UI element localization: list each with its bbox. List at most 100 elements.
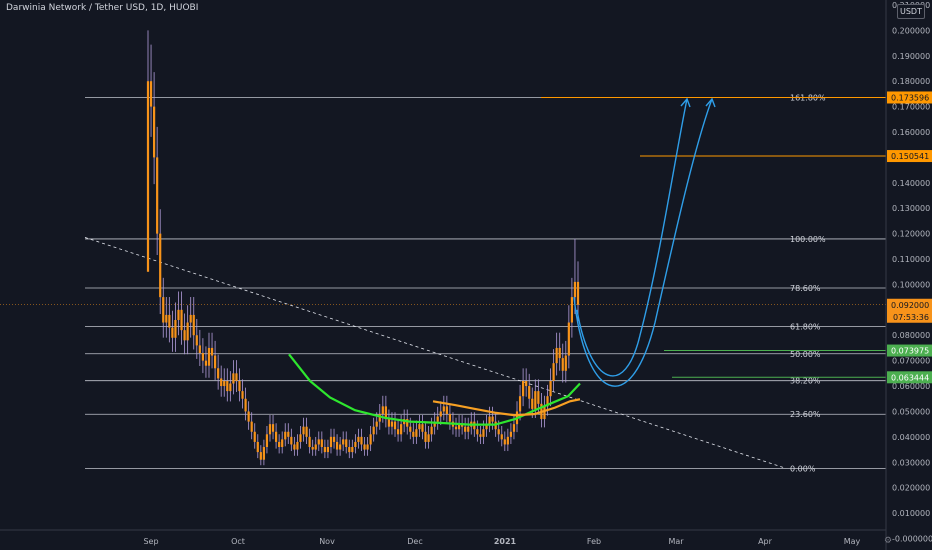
candle-body	[430, 426, 433, 435]
candle-body	[342, 439, 345, 445]
candles	[146, 30, 580, 466]
candle-body	[546, 396, 549, 407]
candle-body	[375, 421, 378, 427]
candle-body	[476, 429, 479, 435]
y-tick-label: 0.020000	[892, 484, 930, 493]
candle-body	[518, 396, 522, 412]
candle-body	[488, 416, 491, 425]
y-tick-label: 0.180000	[892, 77, 930, 86]
price-level-tag: 0.173596	[891, 93, 929, 102]
candle-body	[259, 452, 262, 460]
candle-body	[412, 431, 415, 437]
candle-body	[323, 447, 326, 453]
fib-level-label: 0.00%	[790, 464, 816, 473]
candle-body	[549, 380, 552, 397]
candle-body	[345, 439, 348, 448]
y-tick-label: 0.160000	[892, 128, 930, 137]
price-level-tag-bg	[887, 344, 932, 357]
candle-body	[262, 447, 265, 460]
fib-level-label: 100.00%	[790, 235, 826, 244]
candle-body	[256, 441, 259, 453]
candle-body	[329, 436, 333, 448]
x-tick-label: Oct	[231, 537, 245, 546]
y-tick-label: 0.200000	[892, 26, 930, 35]
candle-body	[156, 157, 159, 234]
candle-body	[558, 347, 561, 359]
candle-body	[253, 431, 256, 442]
trend-lines	[84, 237, 787, 469]
price-level-tag-bg	[887, 91, 932, 104]
candle-body	[390, 421, 394, 427]
price-level-tag: 0.073975	[891, 347, 929, 356]
candle-body	[561, 358, 564, 371]
candle-body	[415, 429, 418, 437]
candle-body	[195, 335, 198, 346]
candle-body	[281, 439, 284, 448]
candle-body	[229, 383, 232, 392]
candle-body	[198, 345, 201, 354]
price-level-tag-bg	[887, 371, 932, 384]
candle-body	[497, 429, 500, 435]
candle-body	[223, 380, 226, 387]
x-tick-label: 2021	[494, 537, 517, 546]
candle-body	[210, 347, 214, 356]
y-tick-label: 0.050000	[892, 407, 930, 416]
candle-body	[305, 426, 308, 437]
fib-level-label: 50.00%	[790, 350, 821, 359]
y-tick-label: 0.100000	[892, 280, 930, 289]
candle-body	[506, 436, 509, 445]
candle-body	[442, 406, 445, 412]
candle-body	[427, 434, 430, 442]
candle-body	[299, 434, 302, 442]
candle-body	[189, 314, 192, 323]
projection-arrow-2	[573, 98, 713, 387]
price-axis: 0.2100000.2000000.1900000.1800000.170000…	[892, 1, 932, 543]
candle-body	[317, 439, 320, 445]
ma-orange-line	[432, 398, 581, 417]
candle-body	[424, 431, 427, 442]
candle-body	[162, 297, 165, 323]
candle-body	[454, 426, 458, 430]
candle-body	[543, 406, 546, 420]
candle-body	[152, 106, 156, 158]
candle-body	[244, 398, 247, 412]
candle-body	[241, 391, 244, 399]
candle-body	[509, 431, 513, 437]
y-tick-label: 0.040000	[892, 433, 930, 442]
candle-body	[293, 444, 296, 450]
ma-green-line	[288, 353, 581, 426]
candle-body	[354, 441, 357, 448]
candle-body	[445, 406, 448, 414]
candle-body	[522, 380, 525, 397]
y-tick-label: -0.000000	[892, 534, 932, 543]
candle-body	[186, 322, 189, 341]
y-tick-label: 0.010000	[892, 509, 930, 518]
candle-body	[326, 447, 330, 453]
candle-body	[348, 447, 351, 453]
y-tick-label: 0.130000	[892, 204, 930, 213]
projection-arrows	[573, 97, 716, 387]
fib-level-label: 23.60%	[790, 410, 821, 419]
candle-body	[171, 327, 174, 338]
moving-averages	[288, 353, 581, 426]
x-tick-label: Sep	[143, 537, 158, 546]
candle-body	[207, 347, 211, 366]
candle-body	[265, 434, 269, 448]
x-tick-label: May	[844, 537, 861, 546]
candle-body	[284, 431, 287, 440]
candle-body	[235, 373, 238, 381]
candle-body	[271, 424, 275, 432]
candle-body	[320, 439, 323, 448]
candle-body	[183, 330, 186, 341]
candle-body	[168, 314, 171, 328]
x-tick-label: Apr	[758, 537, 773, 546]
y-tick-label: 0.080000	[892, 331, 930, 340]
currency-button[interactable]: USDT	[897, 4, 925, 19]
candle-body	[226, 380, 229, 392]
candle-body	[433, 421, 436, 427]
candle-body	[396, 429, 400, 435]
candle-body	[308, 436, 311, 448]
settings-icon[interactable]: ⚙	[884, 536, 893, 546]
candle-body	[311, 447, 314, 450]
